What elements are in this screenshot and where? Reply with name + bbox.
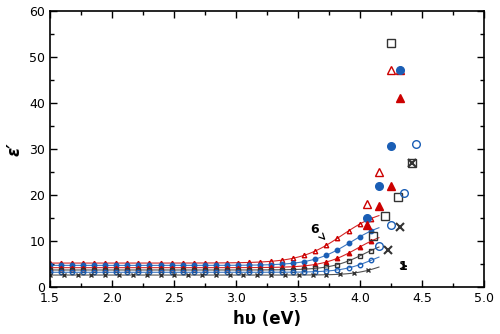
Text: 6: 6 — [310, 223, 324, 239]
Y-axis label: ε′: ε′ — [6, 142, 24, 156]
Text: 1: 1 — [399, 260, 407, 273]
X-axis label: hυ (eV): hυ (eV) — [233, 310, 301, 328]
